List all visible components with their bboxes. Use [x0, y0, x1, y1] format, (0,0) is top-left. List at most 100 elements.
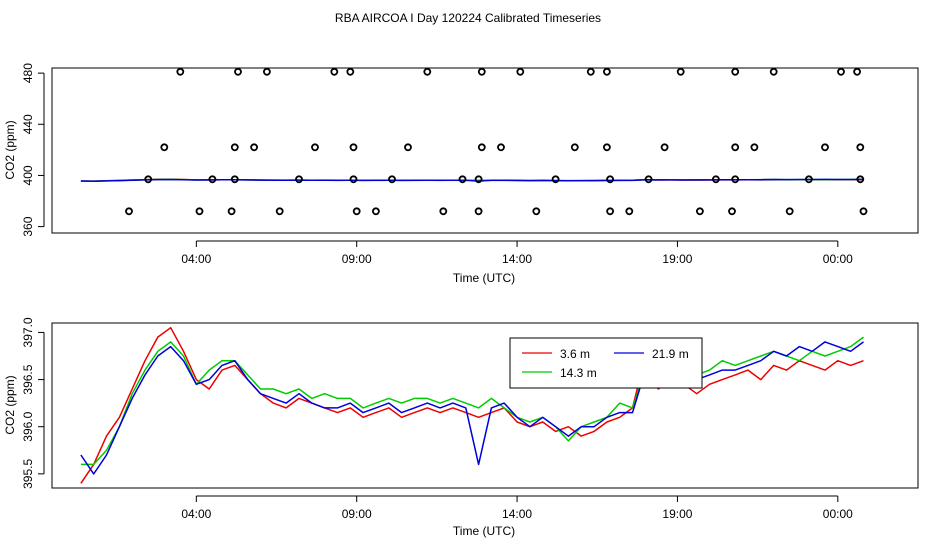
x-tick-label-bottom-4: 00:00	[823, 507, 853, 521]
scatter-point-58	[856, 175, 865, 184]
scatter-point-11	[262, 67, 271, 76]
scatter-point-35	[586, 67, 595, 76]
scatter-point-17	[349, 143, 358, 152]
x-axis-label-top: Time (UTC)	[453, 271, 515, 285]
series-line-3-6-m-bottom	[80, 326, 864, 484]
scatter-point-27	[474, 175, 483, 184]
scatter-point-30	[497, 143, 505, 152]
scatter-point-46	[728, 207, 736, 216]
x-tick-label-top-0: 04:00	[181, 252, 211, 266]
x-tick-label-top-4: 00:00	[823, 252, 853, 266]
scatter-point-21	[388, 175, 396, 184]
x-tick-label-top-2: 14:00	[502, 252, 532, 266]
scatter-point-39	[606, 207, 614, 216]
scatter-point-0	[125, 207, 133, 216]
scatter-point-16	[346, 67, 355, 76]
scatter-point-57	[856, 143, 865, 152]
scatter-point-29	[477, 67, 486, 76]
y-tick-label-top-0: 360	[21, 216, 35, 236]
scatter-point-28	[477, 143, 486, 152]
y-tick-label-bottom-1: 396.0	[21, 411, 35, 441]
legend-label-14-3m: 14.3 m	[560, 366, 597, 380]
y-axis-top: 360 400 440 480	[21, 63, 45, 237]
scatter-point-56	[853, 67, 861, 76]
scatter-point-51	[769, 67, 778, 76]
scatter-point-7	[230, 175, 239, 184]
y-tick-label-top-2: 440	[21, 114, 35, 134]
panel-full-range: 04:00 09:00 14:00 19:00 00:00 360 400 440 480 T…	[3, 63, 919, 285]
scatter-point-34	[570, 143, 579, 152]
scatter-point-14	[311, 143, 319, 152]
scatter-point-55	[837, 67, 845, 76]
scatter-point-50	[750, 143, 759, 152]
panel-zoomed: 04:00 09:00 14:00 19:00 00:00 395.5 396.0 396.…	[3, 317, 919, 538]
y-tick-label-top-3: 480	[21, 63, 35, 83]
plot-frame-bottom	[51, 322, 919, 489]
scatter-point-20	[371, 207, 380, 216]
scatter-point-5	[208, 175, 217, 184]
legend-box	[509, 337, 703, 389]
scatter-point-8	[230, 143, 239, 152]
legend-label-21-9m: 21.9 m	[652, 347, 689, 361]
y-axis-bottom: 395.5 396.0 396.5 397.0	[21, 317, 45, 489]
figure-title: RBA AIRCOA I Day 120224 Calibrated Times…	[335, 11, 601, 25]
scatter-point-49	[731, 67, 740, 76]
x-tick-label-bottom-0: 04:00	[181, 507, 211, 521]
scatter-point-59	[859, 207, 868, 216]
scatter-point-42	[660, 143, 669, 152]
scatter-point-13	[295, 175, 303, 184]
scatter-point-22	[404, 143, 412, 152]
x-axis-label-bottom: Time (UTC)	[453, 524, 515, 538]
scatter-point-52	[785, 207, 794, 216]
scatter-point-36	[603, 67, 611, 76]
y-tick-label-top-1: 400	[21, 165, 35, 185]
y-axis-label-top: CO2 (ppm)	[3, 120, 17, 179]
scatter-point-33	[551, 175, 560, 184]
scatter-point-18	[349, 175, 358, 184]
scatter-point-1	[144, 175, 153, 184]
y-tick-label-bottom-3: 397.0	[21, 317, 35, 347]
scatter-point-45	[712, 175, 720, 184]
series-lines-bottom	[80, 326, 864, 484]
scatter-point-12	[275, 207, 284, 216]
scatter-point-10	[250, 143, 259, 152]
series-lines-top	[80, 178, 864, 183]
legend: 3.6 m 14.3 m 21.9 m	[509, 337, 703, 389]
y-tick-label-bottom-2: 396.5	[21, 364, 35, 394]
plot-frame-top	[51, 67, 919, 234]
scatter-point-19	[352, 207, 361, 216]
scatter-point-4	[195, 207, 204, 216]
scatter-point-6	[227, 207, 236, 216]
x-axis-top: 04:00 09:00 14:00 19:00 00:00	[181, 240, 853, 266]
scatter-point-41	[644, 175, 653, 184]
x-tick-label-top-1: 09:00	[342, 252, 372, 266]
scatter-point-53	[805, 175, 813, 184]
scatter-point-9	[234, 67, 242, 76]
scatter-point-48	[731, 143, 740, 152]
scatter-point-47	[731, 175, 740, 184]
scatter-point-37	[603, 143, 611, 152]
y-tick-label-bottom-0: 395.5	[21, 459, 35, 489]
scatter-points-top	[125, 67, 868, 216]
x-tick-label-top-3: 19:00	[662, 252, 692, 266]
legend-label-3-6m: 3.6 m	[560, 347, 590, 361]
scatter-point-2	[160, 143, 169, 152]
scatter-point-3	[176, 67, 185, 76]
scatter-point-25	[458, 175, 467, 184]
x-tick-label-bottom-3: 19:00	[662, 507, 692, 521]
scatter-point-44	[696, 207, 704, 216]
x-tick-label-bottom-2: 14:00	[502, 507, 532, 521]
x-axis-bottom: 04:00 09:00 14:00 19:00 00:00	[181, 495, 853, 521]
scatter-point-38	[606, 175, 614, 184]
scatter-point-31	[516, 67, 525, 76]
scatter-point-54	[821, 143, 829, 152]
scatter-point-23	[423, 67, 432, 76]
scatter-point-26	[474, 207, 483, 216]
x-tick-label-bottom-1: 09:00	[342, 507, 372, 521]
series-line-21-9-m-bottom	[80, 341, 864, 475]
series-line-14-3-m-bottom	[80, 336, 864, 466]
scatter-point-40	[625, 207, 634, 216]
scatter-point-24	[439, 207, 448, 216]
